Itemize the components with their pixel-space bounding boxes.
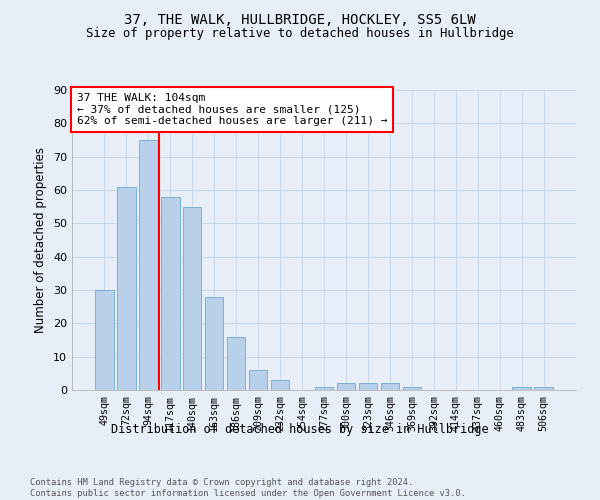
Y-axis label: Number of detached properties: Number of detached properties bbox=[34, 147, 47, 333]
Bar bbox=[227, 336, 245, 390]
Bar bbox=[380, 384, 399, 390]
Bar bbox=[359, 384, 377, 390]
Bar bbox=[161, 196, 179, 390]
Text: 37, THE WALK, HULLBRIDGE, HOCKLEY, SS5 6LW: 37, THE WALK, HULLBRIDGE, HOCKLEY, SS5 6… bbox=[124, 12, 476, 26]
Bar bbox=[403, 386, 421, 390]
Bar bbox=[95, 290, 113, 390]
Text: Contains HM Land Registry data © Crown copyright and database right 2024.
Contai: Contains HM Land Registry data © Crown c… bbox=[30, 478, 466, 498]
Text: 37 THE WALK: 104sqm
← 37% of detached houses are smaller (125)
62% of semi-detac: 37 THE WALK: 104sqm ← 37% of detached ho… bbox=[77, 93, 388, 126]
Bar bbox=[314, 386, 334, 390]
Bar bbox=[117, 186, 136, 390]
Bar bbox=[337, 384, 355, 390]
Bar bbox=[535, 386, 553, 390]
Text: Size of property relative to detached houses in Hullbridge: Size of property relative to detached ho… bbox=[86, 28, 514, 40]
Bar bbox=[205, 296, 223, 390]
Bar bbox=[249, 370, 268, 390]
Bar bbox=[183, 206, 202, 390]
Bar bbox=[512, 386, 531, 390]
Bar bbox=[139, 140, 158, 390]
Text: Distribution of detached houses by size in Hullbridge: Distribution of detached houses by size … bbox=[111, 422, 489, 436]
Bar bbox=[271, 380, 289, 390]
